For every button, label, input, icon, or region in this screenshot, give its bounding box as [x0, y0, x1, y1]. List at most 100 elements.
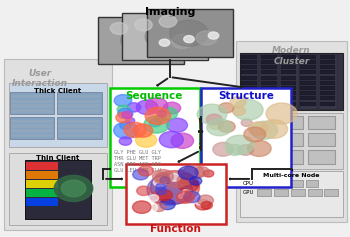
Text: GPU: GPU: [243, 190, 255, 195]
Circle shape: [247, 141, 271, 156]
Circle shape: [201, 201, 212, 209]
Circle shape: [147, 174, 193, 205]
FancyBboxPatch shape: [281, 96, 296, 100]
FancyBboxPatch shape: [308, 189, 322, 196]
FancyBboxPatch shape: [243, 116, 271, 129]
Circle shape: [159, 132, 183, 148]
Circle shape: [153, 203, 165, 212]
FancyBboxPatch shape: [320, 102, 335, 106]
FancyBboxPatch shape: [258, 180, 270, 187]
Circle shape: [169, 174, 180, 181]
Circle shape: [199, 178, 214, 188]
Circle shape: [110, 23, 128, 34]
FancyBboxPatch shape: [281, 91, 296, 95]
FancyBboxPatch shape: [275, 116, 303, 129]
Circle shape: [119, 137, 132, 145]
Circle shape: [118, 108, 133, 118]
Circle shape: [203, 170, 214, 177]
Circle shape: [149, 195, 159, 201]
FancyBboxPatch shape: [300, 65, 316, 69]
Circle shape: [155, 115, 165, 122]
Circle shape: [159, 39, 170, 46]
FancyBboxPatch shape: [261, 70, 277, 74]
FancyBboxPatch shape: [320, 96, 335, 100]
Circle shape: [184, 177, 193, 182]
FancyBboxPatch shape: [10, 100, 52, 103]
FancyBboxPatch shape: [261, 102, 277, 106]
FancyBboxPatch shape: [243, 133, 271, 146]
FancyBboxPatch shape: [98, 17, 184, 64]
Circle shape: [177, 173, 194, 185]
FancyBboxPatch shape: [281, 60, 296, 64]
Circle shape: [189, 177, 202, 185]
FancyBboxPatch shape: [280, 54, 298, 109]
Text: Thick Client: Thick Client: [34, 88, 81, 94]
FancyBboxPatch shape: [275, 133, 303, 146]
Circle shape: [159, 15, 177, 27]
FancyBboxPatch shape: [10, 120, 52, 123]
FancyBboxPatch shape: [58, 124, 100, 128]
FancyBboxPatch shape: [10, 124, 52, 128]
Circle shape: [121, 27, 159, 53]
FancyBboxPatch shape: [261, 55, 277, 59]
FancyBboxPatch shape: [324, 189, 338, 196]
FancyBboxPatch shape: [300, 55, 316, 59]
FancyBboxPatch shape: [300, 60, 316, 64]
Text: Imaging: Imaging: [145, 7, 195, 17]
Circle shape: [260, 120, 288, 138]
Circle shape: [218, 121, 235, 132]
FancyBboxPatch shape: [281, 86, 296, 90]
Circle shape: [172, 34, 193, 49]
FancyBboxPatch shape: [58, 104, 100, 108]
FancyBboxPatch shape: [10, 109, 52, 113]
FancyBboxPatch shape: [241, 102, 257, 106]
Circle shape: [244, 127, 266, 142]
FancyBboxPatch shape: [26, 198, 58, 206]
FancyBboxPatch shape: [110, 88, 200, 187]
Circle shape: [177, 175, 192, 185]
FancyBboxPatch shape: [300, 54, 317, 109]
FancyBboxPatch shape: [320, 65, 335, 69]
FancyBboxPatch shape: [281, 102, 296, 106]
Circle shape: [194, 195, 210, 205]
FancyBboxPatch shape: [261, 76, 277, 80]
FancyBboxPatch shape: [57, 117, 102, 139]
Circle shape: [144, 116, 169, 133]
Circle shape: [153, 178, 166, 187]
FancyBboxPatch shape: [274, 189, 288, 196]
FancyBboxPatch shape: [10, 92, 54, 114]
Circle shape: [183, 165, 204, 179]
Circle shape: [233, 100, 263, 120]
Circle shape: [114, 122, 139, 139]
FancyBboxPatch shape: [308, 133, 335, 146]
Circle shape: [146, 98, 168, 113]
FancyBboxPatch shape: [281, 70, 296, 74]
Circle shape: [266, 103, 297, 124]
FancyBboxPatch shape: [261, 96, 277, 100]
Circle shape: [160, 177, 170, 184]
FancyBboxPatch shape: [25, 160, 91, 219]
FancyBboxPatch shape: [291, 189, 305, 196]
Circle shape: [178, 194, 184, 198]
FancyBboxPatch shape: [240, 113, 343, 169]
Circle shape: [136, 100, 158, 115]
Circle shape: [124, 122, 146, 137]
FancyBboxPatch shape: [320, 70, 335, 74]
Circle shape: [116, 112, 131, 123]
Circle shape: [160, 199, 175, 210]
FancyBboxPatch shape: [261, 65, 277, 69]
Text: Function: Function: [150, 224, 201, 234]
Circle shape: [196, 31, 217, 45]
FancyBboxPatch shape: [10, 95, 52, 98]
Circle shape: [167, 118, 188, 132]
Circle shape: [159, 107, 177, 120]
FancyBboxPatch shape: [126, 164, 226, 224]
FancyBboxPatch shape: [10, 117, 54, 139]
Circle shape: [232, 107, 245, 115]
Circle shape: [126, 118, 135, 124]
FancyBboxPatch shape: [58, 109, 100, 113]
Circle shape: [147, 38, 168, 52]
FancyBboxPatch shape: [58, 95, 100, 98]
FancyBboxPatch shape: [9, 153, 107, 225]
FancyBboxPatch shape: [26, 171, 58, 179]
